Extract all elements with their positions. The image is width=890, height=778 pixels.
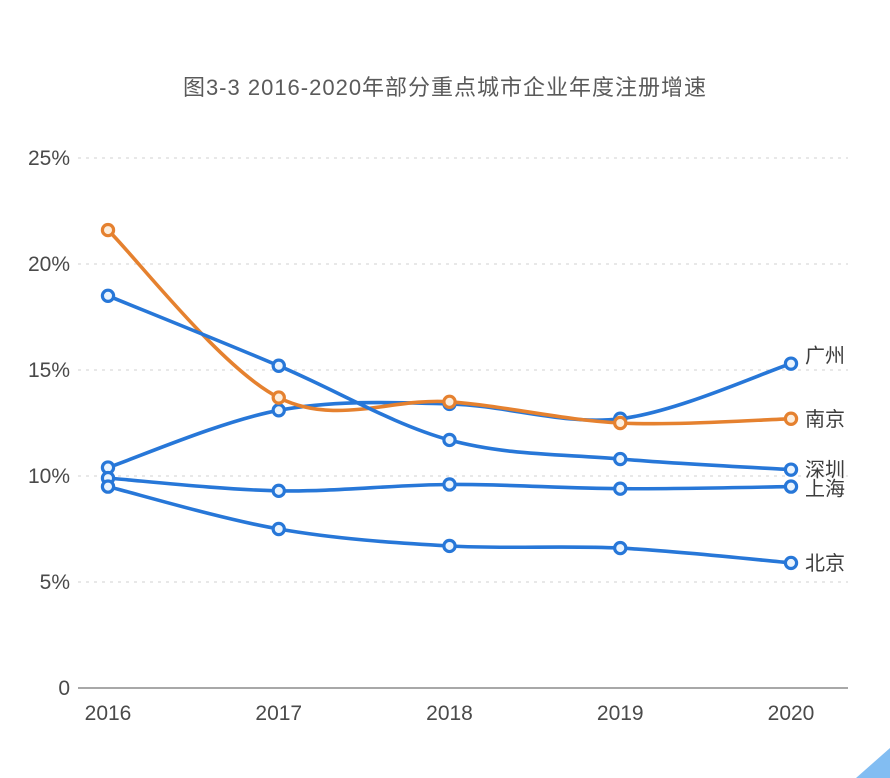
x-tick-label-2017: 2017 (255, 702, 302, 725)
series-marker-guangzhou-2017 (271, 403, 286, 418)
series-marker-beijing-2016 (100, 479, 116, 494)
series-marker-nanjing-2019 (613, 415, 628, 431)
series-marker-nanjing-2020 (783, 411, 799, 426)
series-marker-shenzhen-2019 (613, 451, 628, 467)
series-marker-nanjing-2018 (442, 394, 457, 409)
x-tick-label-2018: 2018 (426, 702, 473, 725)
series-marker-beijing-2018 (442, 538, 457, 554)
x-tick-label-2020: 2020 (768, 702, 815, 725)
series-marker-shenzhen-2018 (442, 432, 457, 448)
y-tick-label: 25% (28, 147, 70, 170)
series-marker-shanghai-2019 (613, 481, 628, 496)
y-tick-label: 15% (28, 359, 70, 382)
x-tick-label-2016: 2016 (85, 702, 132, 725)
series-marker-guangzhou-2020 (783, 356, 799, 371)
series-label-shanghai: 上海 (805, 478, 845, 501)
series-marker-shenzhen-2016 (100, 288, 116, 303)
series-line-guangzhou (106, 361, 793, 470)
series-label-nanjing: 南京 (805, 408, 845, 431)
corner-triangle-decoration (856, 748, 890, 778)
series-marker-shenzhen-2017 (271, 358, 286, 373)
series-marker-beijing-2019 (613, 540, 628, 556)
x-tick-label-2019: 2019 (597, 702, 644, 725)
series-marker-shenzhen-2020 (783, 462, 799, 477)
y-tick-label: 20% (28, 253, 70, 276)
series-marker-shanghai-2018 (442, 477, 457, 492)
chart-title: 图3-3 2016-2020年部分重点城市企业年度注册增速 (182, 75, 708, 100)
series-marker-shanghai-2020 (783, 479, 799, 494)
series-marker-nanjing-2016 (100, 222, 116, 238)
series-label-beijing: 北京 (805, 552, 845, 575)
series-marker-shanghai-2017 (271, 483, 286, 499)
series-marker-beijing-2020 (783, 555, 799, 571)
y-tick-label: 0 (58, 677, 70, 700)
series-marker-beijing-2017 (271, 521, 286, 537)
series-marker-nanjing-2017 (271, 390, 286, 405)
y-tick-label: 10% (28, 465, 70, 488)
y-tick-label: 5% (40, 571, 70, 594)
series-label-guangzhou: 广州 (805, 345, 845, 368)
series-label-shenzhen: 深圳 (805, 459, 845, 482)
